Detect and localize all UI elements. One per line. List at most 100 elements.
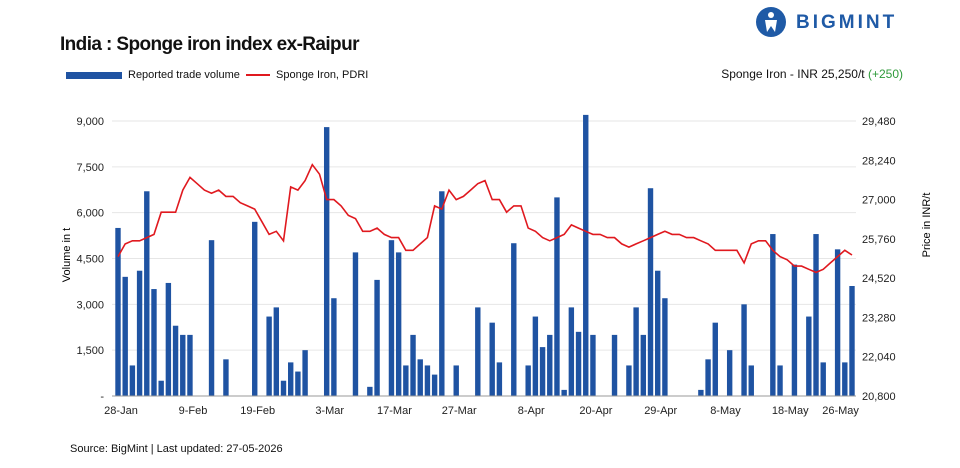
volume-bar [511, 243, 517, 396]
x-tick-label: 9-Feb [179, 405, 208, 417]
y-tick-label: 3,000 [76, 299, 104, 311]
volume-bar [136, 270, 143, 396]
y2-tick-label: 23,280 [862, 312, 896, 324]
y-tick-label: 7,500 [76, 162, 104, 174]
legend-item-volume: Reported trade volume [66, 69, 240, 81]
brand-name: BIGMINT [796, 12, 898, 33]
volume-bar [410, 334, 416, 396]
volume-bar [295, 371, 301, 396]
price-summary: Sponge Iron - INR 25,250/t (+250) [721, 67, 903, 81]
legend-label-price: Sponge Iron, PDRI [276, 69, 369, 81]
volume-bar [252, 221, 258, 396]
volume-bar [475, 307, 481, 396]
volume-bar [791, 264, 798, 396]
x-tick-label: 17-Mar [377, 405, 412, 417]
volume-bar [647, 188, 654, 396]
volume-bar [633, 307, 639, 396]
volume-bar [424, 365, 431, 396]
legend-label-volume: Reported trade volume [128, 69, 240, 81]
volume-bar [583, 114, 589, 396]
source-note: Source: BigMint | Last updated: 27-05-20… [70, 443, 283, 455]
volume-bar [431, 374, 438, 396]
volume-bar [849, 286, 855, 396]
volume-bar [748, 365, 754, 396]
x-tick-label: 28-Jan [104, 405, 138, 417]
volume-bar [806, 316, 812, 396]
y2-tick-label: 29,480 [862, 116, 896, 128]
volume-bar [705, 359, 711, 396]
volume-bar [820, 362, 826, 396]
y-axis-right-ticks: 20,800 22,040 23,280 24,520 25,760 27,000 28,2… [862, 116, 896, 403]
volume-bar [158, 380, 164, 396]
volume-bar [395, 252, 402, 396]
y2-tick-label: 27,000 [862, 195, 896, 207]
volume-bar [266, 316, 272, 396]
volume-bar [302, 350, 308, 396]
volume-bar [489, 322, 495, 396]
volume-bar [165, 282, 172, 396]
y2-tick-label: 25,760 [862, 234, 896, 246]
volume-bar [532, 316, 539, 396]
volume-bar [662, 298, 668, 396]
volume-bar [539, 347, 546, 396]
y-tick-label: 1,500 [76, 345, 104, 357]
y2-tick-label: 22,040 [862, 352, 896, 364]
volume-bar [352, 252, 359, 396]
y-axis-left-ticks: - 1,500 3,000 4,500 6,000 7,500 9,000 [76, 116, 104, 403]
volume-bar [496, 362, 503, 396]
volume-bar [655, 270, 661, 396]
volume-bar [122, 276, 128, 396]
volume-bar [453, 365, 459, 396]
price-line [117, 163, 853, 274]
volume-bar [374, 279, 380, 396]
x-tick-label: 26-May [822, 405, 859, 417]
price-change: (+250) [867, 67, 903, 81]
volume-bar [626, 365, 632, 396]
bigmint-logo-icon [756, 7, 786, 37]
volume-bar [388, 240, 395, 396]
volume-bar [439, 191, 445, 396]
x-tick-label: 8-May [710, 405, 741, 417]
volume-bar [842, 362, 848, 396]
volume-bar [813, 234, 819, 396]
volume-bar [273, 307, 280, 396]
x-tick-label: 29-Apr [644, 405, 677, 417]
volume-bar [180, 334, 186, 396]
volume-bar [151, 289, 157, 396]
volume-bar [323, 127, 330, 396]
y-tick-label: - [100, 391, 104, 403]
volume-bar [590, 334, 596, 396]
volume-bar [777, 365, 783, 396]
y-tick-label: 4,500 [76, 254, 104, 266]
volume-bar [223, 359, 229, 396]
volume-bar [575, 331, 582, 396]
x-tick-label: 8-Apr [518, 405, 545, 417]
volume-bar [554, 197, 560, 396]
x-axis-ticks: 28-Jan 9-Feb 19-Feb 3-Mar 17-Mar 27-Mar 8-Apr 2… [104, 405, 859, 417]
volume-bar [403, 365, 409, 396]
volume-bar [367, 386, 373, 396]
volume-bar [187, 334, 193, 396]
volume-bar [547, 334, 553, 396]
x-tick-label: 27-Mar [442, 405, 477, 417]
volume-bar [115, 227, 121, 396]
volume-bar [561, 389, 567, 396]
volume-bar [568, 307, 575, 396]
volume-bar [525, 365, 531, 396]
volume-bar [712, 322, 718, 396]
y2-axis-label: Price in INR/t [921, 193, 933, 258]
y2-tick-label: 20,800 [862, 391, 896, 403]
x-tick-label: 20-Apr [579, 405, 612, 417]
chart-title: India : Sponge iron index ex-Raipur [60, 34, 359, 55]
volume-bar [417, 359, 423, 396]
y2-tick-label: 24,520 [862, 273, 896, 285]
x-tick-label: 3-Mar [315, 405, 344, 417]
y-axis-label: Volume in t [61, 228, 73, 282]
volume-bar [770, 234, 776, 396]
legend-swatch-bar [66, 71, 122, 79]
volume-bar [331, 298, 337, 396]
volume-bar [144, 191, 150, 396]
y2-tick-label: 28,240 [862, 155, 896, 167]
volume-bar [172, 325, 179, 396]
